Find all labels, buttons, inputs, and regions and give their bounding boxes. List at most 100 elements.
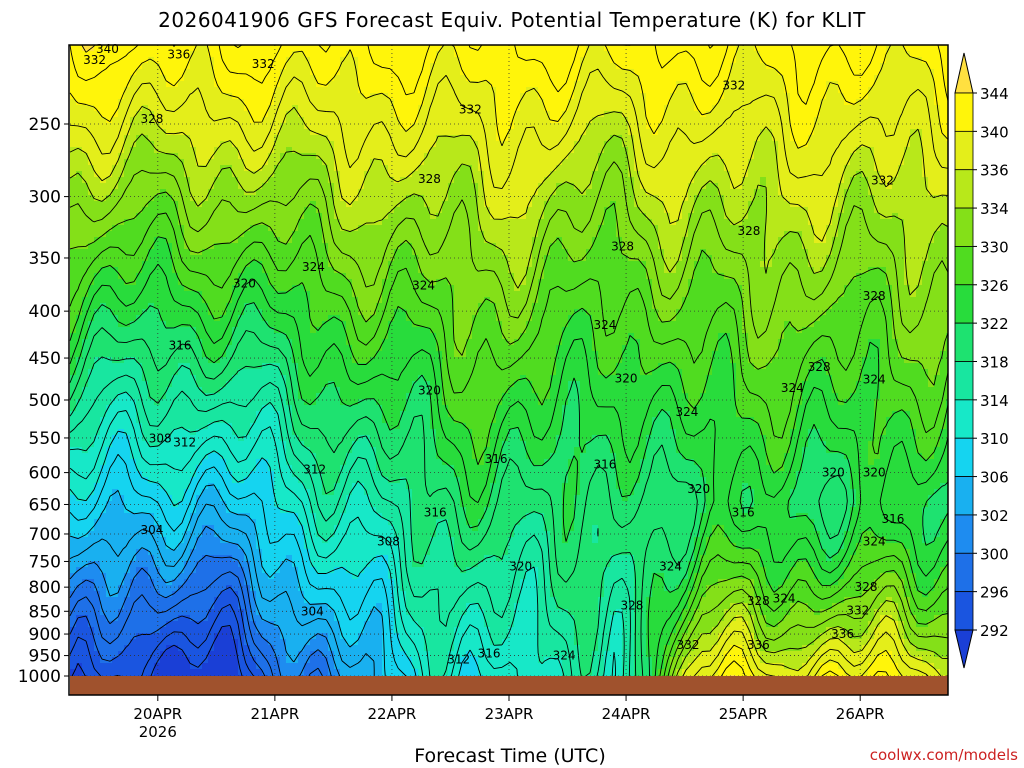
contour-318: [69, 356, 637, 678]
contour-label: 304: [140, 523, 163, 537]
colorbar-label: 334: [980, 200, 1009, 218]
contour-label: 336: [747, 638, 770, 652]
y-axis: 250 300 350 400 450 500 550 600 650 700 750 800 850 9…: [18, 115, 69, 687]
contour-label: 312: [303, 462, 326, 476]
y-tick-label: 700: [29, 525, 61, 545]
colorbar-bin: [954, 591, 974, 631]
colorbar-label: 302: [980, 507, 1009, 525]
colorbar-label: 326: [980, 277, 1009, 295]
x-tick-sublabel: 2026: [139, 723, 177, 741]
colorbar-label: 292: [980, 622, 1009, 640]
contour-label: 332: [83, 53, 106, 67]
y-tick-label: 850: [29, 602, 61, 622]
colorbar-max-arrow: [954, 52, 974, 94]
colorbar-bin: [954, 284, 974, 324]
contour-312: [69, 410, 616, 678]
y-tick-label: 950: [29, 647, 61, 667]
contour-322: [69, 302, 948, 678]
colorbar-bin: [954, 246, 974, 286]
colorbar-bin: [954, 514, 974, 554]
contour-label: 328: [863, 289, 886, 303]
colorbar-label: 314: [980, 392, 1009, 410]
contour-label: 324: [553, 649, 576, 663]
x-tick-label: 24APR: [602, 705, 651, 723]
y-tick-label: 650: [29, 495, 61, 515]
contour-label: 324: [863, 373, 886, 387]
contour-label: 324: [302, 260, 325, 274]
contour-label: 316: [485, 452, 508, 466]
contour-label: 324: [675, 405, 698, 419]
contour-label: 316: [478, 646, 501, 660]
contour-304: [69, 503, 375, 677]
contour-310: [69, 430, 482, 678]
contour-332: [69, 161, 948, 678]
contour-label: 328: [611, 239, 634, 253]
contour-340: [69, 45, 948, 678]
contour-label: 304: [301, 604, 324, 618]
y-tick-label: 250: [29, 115, 61, 135]
colorbar-min-arrow: [954, 629, 974, 669]
colorbar-label: 310: [980, 430, 1009, 448]
contour-label: 328: [855, 580, 878, 594]
y-tick-label: 300: [29, 188, 61, 208]
contour-label: 332: [252, 57, 275, 71]
y-tick-label: 800: [29, 578, 61, 598]
contour-label: 316: [594, 458, 617, 472]
contour-label: 320: [418, 383, 441, 397]
colorbar-label: 340: [980, 123, 1009, 141]
contour-label: 328: [620, 599, 643, 613]
contour-label: 332: [677, 638, 700, 652]
x-tick-label: 22APR: [368, 705, 417, 723]
contour-label: 332: [871, 173, 894, 187]
x-tick-label: 20APR: [133, 705, 182, 723]
colorbar-label: 300: [980, 545, 1009, 563]
contour-label: 328: [738, 224, 761, 238]
colorbar-bin: [954, 399, 974, 439]
colorbar-bin: [954, 92, 974, 132]
contour-label: 328: [747, 594, 770, 608]
contour-328: [69, 212, 948, 678]
colorbar-label: 318: [980, 354, 1009, 372]
contour-label: 312: [447, 653, 470, 667]
contour-292: [71, 625, 243, 678]
contour-300: [69, 554, 332, 678]
y-tick-label: 900: [29, 625, 61, 645]
colorbar-bin: [954, 361, 974, 401]
contour-label: 320: [509, 560, 532, 574]
contour-label: 320: [822, 466, 845, 480]
x-tick-label: 23APR: [485, 705, 534, 723]
contour-label: 308: [149, 432, 172, 446]
contour-label: 324: [781, 381, 804, 395]
x-axis-label: Forecast Time (UTC): [414, 745, 606, 767]
x-tick-label: 25APR: [719, 705, 768, 723]
contour-label: 312: [173, 435, 196, 449]
contour-330: [69, 191, 948, 678]
y-tick-label: 450: [29, 349, 61, 369]
contour-label: 332: [459, 102, 482, 116]
contour-label: 320: [687, 482, 710, 496]
chart-title: 2026041906 GFS Forecast Equiv. Potential…: [158, 8, 866, 32]
contour-label: 332: [846, 603, 869, 617]
contour-label: 316: [169, 338, 192, 352]
contour-label: 336: [831, 627, 854, 641]
contour-label: 336: [167, 48, 190, 62]
colorbar-label: 344: [980, 85, 1009, 103]
contour-296: [69, 586, 266, 678]
contour-label: 332: [722, 79, 745, 93]
contour-320: [69, 327, 848, 678]
contour-label: 328: [140, 112, 163, 126]
contour-label: 324: [863, 534, 886, 548]
contour-326: [69, 236, 948, 678]
contour-label: 320: [233, 276, 256, 290]
ground-surface: [70, 676, 948, 695]
colorbar-label: 336: [980, 162, 1009, 180]
credit-link[interactable]: coolwx.com/models: [869, 746, 1018, 764]
contour-label: 324: [659, 560, 682, 574]
colorbar-bin: [954, 552, 974, 593]
contour-302: [69, 525, 341, 678]
colorbar-bin: [954, 207, 974, 247]
y-tick-label: 600: [29, 464, 61, 484]
